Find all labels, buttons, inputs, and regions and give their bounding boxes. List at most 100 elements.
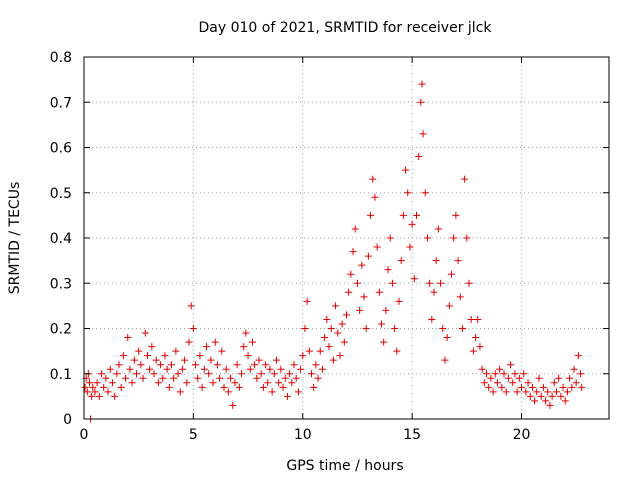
data-point (461, 175, 469, 183)
data-point (415, 153, 423, 161)
data-point (544, 388, 552, 396)
data-point (128, 379, 136, 387)
data-point (111, 392, 119, 400)
data-point (498, 383, 506, 391)
data-point (418, 80, 426, 88)
data-point (244, 352, 252, 360)
data-point (259, 383, 267, 391)
grid-lines (84, 57, 609, 419)
data-point (187, 302, 195, 310)
data-point (393, 347, 401, 355)
data-point (445, 302, 453, 310)
data-point (231, 379, 239, 387)
data-point (100, 383, 108, 391)
data-point (504, 374, 512, 382)
data-point (224, 388, 232, 396)
data-point (537, 392, 545, 400)
data-point (578, 383, 586, 391)
data-point (386, 234, 394, 242)
data-point (194, 374, 202, 382)
data-point (183, 379, 191, 387)
data-point (218, 347, 226, 355)
data-point (395, 297, 403, 305)
data-point (119, 352, 127, 360)
data-point (384, 266, 392, 274)
data-point (343, 311, 350, 319)
x-tick-label: 20 (513, 427, 531, 443)
data-point (338, 320, 346, 328)
y-tick-label: 0.2 (50, 322, 72, 338)
data-point (211, 338, 219, 346)
data-point (500, 370, 508, 378)
data-point (360, 293, 368, 301)
data-point (294, 388, 302, 396)
y-tick-label: 0.3 (50, 276, 72, 292)
data-point (148, 343, 156, 351)
data-point (170, 374, 178, 382)
data-point (161, 352, 169, 360)
chart-title: Day 010 of 2021, SRMTID for receiver jlc… (199, 20, 493, 36)
data-point (174, 370, 182, 378)
data-point (419, 130, 427, 138)
data-point (106, 365, 114, 373)
data-point (417, 98, 425, 106)
data-point (448, 270, 455, 278)
data-point (375, 288, 383, 296)
data-points (81, 80, 586, 423)
data-point (305, 347, 313, 355)
data-point (213, 361, 221, 369)
data-point (308, 370, 315, 378)
data-point (524, 379, 532, 387)
data-point (297, 365, 305, 373)
data-point (310, 383, 318, 391)
data-point (168, 361, 175, 369)
data-point (522, 388, 530, 396)
data-point (507, 361, 515, 369)
data-point (515, 374, 523, 382)
data-point (117, 383, 125, 391)
data-point (463, 234, 471, 242)
data-point (130, 356, 138, 364)
data-point (487, 374, 495, 382)
data-point (303, 297, 311, 305)
data-point (371, 193, 379, 201)
data-point (126, 365, 134, 373)
data-point (557, 392, 565, 400)
data-point (539, 383, 547, 391)
data-point (546, 401, 554, 409)
data-point (203, 343, 210, 351)
data-point (568, 383, 576, 391)
data-point (441, 356, 449, 364)
data-point (141, 329, 149, 337)
data-point (85, 379, 93, 387)
data-point (205, 370, 213, 378)
y-tick-label: 0.7 (50, 95, 72, 111)
data-point (502, 388, 510, 396)
data-point (332, 302, 340, 310)
data-point (467, 315, 475, 323)
x-tick-label: 5 (189, 427, 198, 443)
data-point (367, 211, 375, 219)
data-point (559, 383, 567, 391)
data-point (428, 315, 436, 323)
data-point (159, 374, 167, 382)
data-point (572, 379, 580, 387)
data-point (458, 325, 466, 332)
data-point (353, 279, 361, 287)
x-tick-labels: 0 5 10 15 20 (80, 427, 531, 443)
data-point (316, 347, 324, 355)
data-point (93, 379, 101, 387)
data-point (509, 379, 517, 387)
data-point (397, 257, 405, 265)
data-point (248, 338, 256, 346)
data-point (98, 370, 105, 378)
data-point (137, 361, 145, 369)
y-tick-label: 0.5 (50, 186, 72, 202)
data-point (408, 220, 416, 228)
data-point (279, 383, 287, 391)
data-point (299, 352, 307, 360)
data-point (185, 338, 193, 346)
data-point (281, 374, 289, 382)
data-point (122, 374, 130, 382)
data-point (574, 352, 582, 360)
